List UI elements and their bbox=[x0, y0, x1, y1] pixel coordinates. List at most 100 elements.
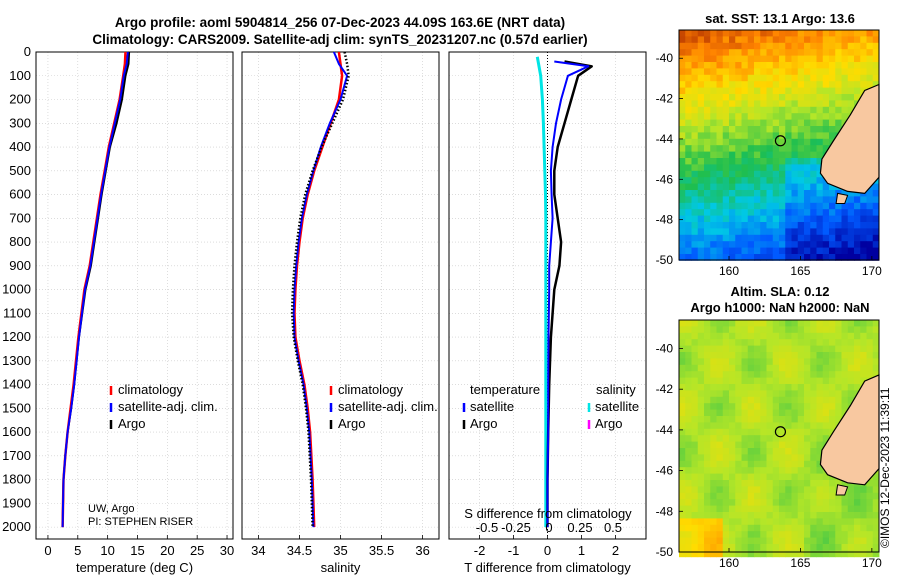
y-tick-label: 1700 bbox=[2, 448, 31, 463]
series-line-s-satellite bbox=[535, 56, 548, 528]
map-y-tick-label: -40 bbox=[656, 51, 674, 65]
series-line-climatology bbox=[293, 51, 344, 528]
sst-map-cells bbox=[679, 30, 880, 261]
sla-map-title-line2: Argo h1000: NaN h2000: NaN bbox=[690, 300, 870, 315]
y-tick-label: 1800 bbox=[2, 472, 31, 487]
y-tick-label: 0 bbox=[24, 44, 31, 59]
map-y-tick-label: -42 bbox=[656, 382, 674, 396]
sla-map-title-line1: Altim. SLA: 0.12 bbox=[730, 284, 830, 299]
x-tick-label: 10 bbox=[100, 543, 114, 558]
y-tick-label: 1500 bbox=[2, 400, 31, 415]
map-y-tick-label: -42 bbox=[656, 92, 674, 106]
argo-position-marker bbox=[774, 135, 787, 147]
x-tick-label: 2 bbox=[612, 543, 619, 558]
legend-label: Argo bbox=[118, 416, 145, 431]
x-tick-label: 34.5 bbox=[287, 543, 312, 558]
x2-tick-label: 0 bbox=[545, 520, 552, 535]
panel-frame bbox=[35, 51, 234, 540]
land-polygon bbox=[819, 83, 880, 195]
y-tick-label: 1900 bbox=[2, 495, 31, 510]
x2-tick-label: 0.5 bbox=[604, 520, 622, 535]
island-polygon bbox=[835, 192, 849, 204]
x-tick-label: -2 bbox=[474, 543, 486, 558]
sla-map-cells bbox=[679, 320, 880, 558]
x2-tick-label: -0.5 bbox=[476, 520, 498, 535]
x-tick-label: 30 bbox=[220, 543, 234, 558]
map-y-tick-label: -44 bbox=[656, 423, 674, 437]
legend-label: Argo bbox=[338, 416, 365, 431]
legend-label: climatology bbox=[118, 382, 184, 397]
annotation-pi: PI: STEPHEN RISER bbox=[88, 516, 193, 528]
y-tick-label: 1000 bbox=[2, 282, 31, 297]
x-tick-label: 25 bbox=[190, 543, 204, 558]
x2-axis-label: S difference from climatology bbox=[464, 506, 632, 521]
chart-title-line1: Argo profile: aoml 5904814_256 07-Dec-20… bbox=[114, 15, 566, 30]
x-tick-label: 0 bbox=[44, 543, 51, 558]
y-tick-label: 800 bbox=[9, 234, 31, 249]
y-tick-label: 300 bbox=[9, 115, 31, 130]
map-y-tick-label: -50 bbox=[656, 545, 674, 559]
imos-timestamp: ©IMOS 12-Dec-2023 11:39:11 bbox=[878, 387, 892, 548]
y-tick-label: 700 bbox=[9, 210, 31, 225]
legend-title-temperature: temperature bbox=[470, 382, 540, 397]
x-tick-label: 35 bbox=[333, 543, 347, 558]
map-x-tick-label: 165 bbox=[790, 264, 810, 278]
y-tick-label: 900 bbox=[9, 258, 31, 273]
y-tick-label: 400 bbox=[9, 139, 31, 154]
y-tick-label: 1600 bbox=[2, 424, 31, 439]
x-axis-label: T difference from climatology bbox=[464, 560, 631, 575]
series-line-satellite bbox=[61, 51, 129, 528]
y-tick-label: 100 bbox=[9, 68, 31, 83]
y-tick-label: 500 bbox=[9, 163, 31, 178]
map-frame bbox=[678, 319, 880, 553]
sst-map-title: sat. SST: 13.1 Argo: 13.6 bbox=[705, 11, 855, 26]
land-polygon bbox=[819, 373, 880, 486]
map-y-tick-label: -40 bbox=[656, 341, 674, 355]
legend-title-salinity: salinity bbox=[596, 382, 636, 397]
map-y-tick-label: -46 bbox=[656, 464, 674, 478]
y-tick-label: 600 bbox=[9, 187, 31, 202]
y-tick-label: 1200 bbox=[2, 329, 31, 344]
x-tick-label: 5 bbox=[74, 543, 81, 558]
series-line-t-satellite bbox=[546, 60, 590, 528]
y-tick-label: 2000 bbox=[2, 519, 31, 534]
annotation-institution: UW, Argo bbox=[88, 503, 134, 515]
map-y-tick-label: -48 bbox=[656, 213, 674, 227]
y-tick-label: 200 bbox=[9, 92, 31, 107]
x-axis-label: salinity bbox=[321, 560, 361, 575]
chart-title-line2: Climatology: CARS2009. Satellite-adj cli… bbox=[92, 32, 588, 47]
x-tick-label: 15 bbox=[130, 543, 144, 558]
series-line-argo bbox=[290, 51, 350, 528]
map-x-tick-label: 170 bbox=[862, 264, 882, 278]
series-line-satellite bbox=[292, 51, 349, 528]
map-x-tick-label: 160 bbox=[719, 556, 739, 570]
map-y-tick-label: -48 bbox=[656, 504, 674, 518]
legend-label: Argo bbox=[470, 416, 497, 431]
y-tick-label: 1300 bbox=[2, 353, 31, 368]
legend-label: Argo bbox=[595, 416, 622, 431]
island-polygon bbox=[835, 484, 849, 496]
legend-label: satellite bbox=[470, 399, 514, 414]
argo-position-marker bbox=[774, 426, 787, 438]
x2-tick-label: -0.25 bbox=[501, 520, 531, 535]
y-tick-label: 1400 bbox=[2, 377, 31, 392]
panel-frame bbox=[241, 51, 440, 540]
map-x-tick-label: 160 bbox=[719, 264, 739, 278]
x-tick-label: 35.5 bbox=[369, 543, 394, 558]
map-x-tick-label: 165 bbox=[790, 556, 810, 570]
map-y-tick-label: -50 bbox=[656, 253, 674, 267]
legend-label: climatology bbox=[338, 382, 404, 397]
y-tick-label: 1100 bbox=[3, 305, 31, 320]
map-y-tick-label: -46 bbox=[656, 172, 674, 186]
legend-label: satellite-adj. clim. bbox=[338, 399, 438, 414]
legend-label: satellite-adj. clim. bbox=[118, 399, 218, 414]
map-x-tick-label: 170 bbox=[862, 556, 882, 570]
x-axis-label: temperature (deg C) bbox=[76, 560, 193, 575]
x-tick-label: 0 bbox=[544, 543, 551, 558]
x-tick-label: 20 bbox=[160, 543, 174, 558]
map-frame bbox=[678, 29, 880, 261]
x2-tick-label: 0.25 bbox=[567, 520, 592, 535]
x-tick-label: 36 bbox=[415, 543, 429, 558]
x-tick-label: 1 bbox=[578, 543, 585, 558]
